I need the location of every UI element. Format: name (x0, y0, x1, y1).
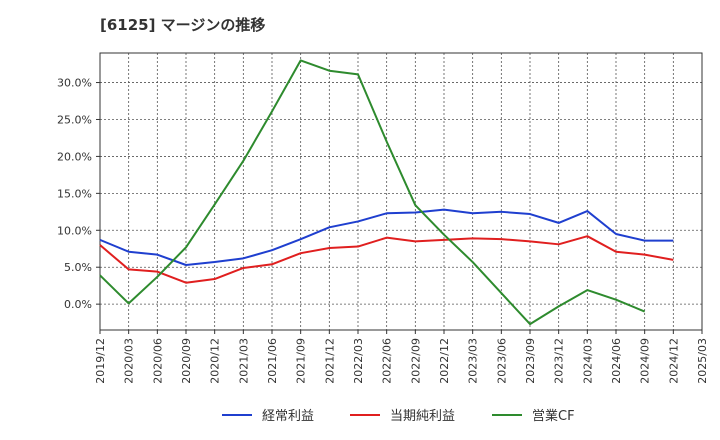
y-tick-label: 20.0% (57, 150, 92, 163)
grid-lines (100, 53, 702, 330)
x-tick-label: 2024/03 (581, 338, 594, 384)
x-tick-label: 2020/09 (180, 338, 193, 384)
x-tick-label: 2023/03 (467, 338, 480, 384)
y-tick-label: 15.0% (57, 187, 92, 200)
y-tick-label: 25.0% (57, 113, 92, 126)
x-tick-label: 2020/06 (151, 338, 164, 384)
legend-label-2: 当期純利益 (390, 409, 455, 424)
y-tick-label: 30.0% (57, 77, 92, 90)
x-tick-label: 2024/06 (610, 338, 623, 384)
x-tick-label: 2024/09 (639, 338, 652, 384)
x-tick-label: 2021/03 (237, 338, 250, 384)
x-tick-label: 2020/12 (209, 338, 222, 384)
x-tick-label: 2023/12 (553, 338, 566, 384)
x-tick-label: 2024/12 (667, 338, 680, 384)
y-tick-label: 10.0% (57, 224, 92, 237)
series-lines (99, 59, 674, 326)
series-line-2 (99, 235, 674, 284)
chart-title: [6125] マージンの推移 (100, 16, 266, 34)
series-line-1 (99, 208, 674, 266)
y-tick-labels: 0.0% 5.0% 10.0% 15.0% 20.0% 25.0% 30.0% (57, 77, 100, 311)
plot-frame (99, 52, 703, 331)
x-tick-label: 2021/12 (323, 338, 336, 384)
x-tick-label: 2021/09 (295, 338, 308, 384)
y-tick-label: 0.0% (64, 298, 92, 311)
legend: 経常利益 当期純利益 営業CF (222, 408, 575, 424)
y-tick-label: 5.0% (64, 261, 92, 274)
x-tick-label: 2022/03 (352, 338, 365, 384)
x-tick-label: 2021/06 (266, 338, 279, 384)
x-tick-label: 2025/03 (696, 338, 709, 384)
legend-label-1: 経常利益 (262, 409, 314, 424)
x-tick-labels: 2019/12 2020/03 2020/06 2020/09 2020/12 2021/… (94, 330, 709, 384)
x-tick-label: 2020/03 (123, 338, 136, 384)
x-tick-label: 2022/09 (409, 338, 422, 384)
series-line-3 (99, 59, 646, 326)
x-tick-label: 2019/12 (94, 338, 107, 384)
x-tick-label: 2023/06 (495, 338, 508, 384)
x-tick-label: 2022/06 (381, 338, 394, 384)
x-tick-label: 2023/09 (524, 338, 537, 384)
x-tick-label: 2022/12 (438, 338, 451, 384)
legend-label-3: 営業CF (532, 408, 575, 424)
